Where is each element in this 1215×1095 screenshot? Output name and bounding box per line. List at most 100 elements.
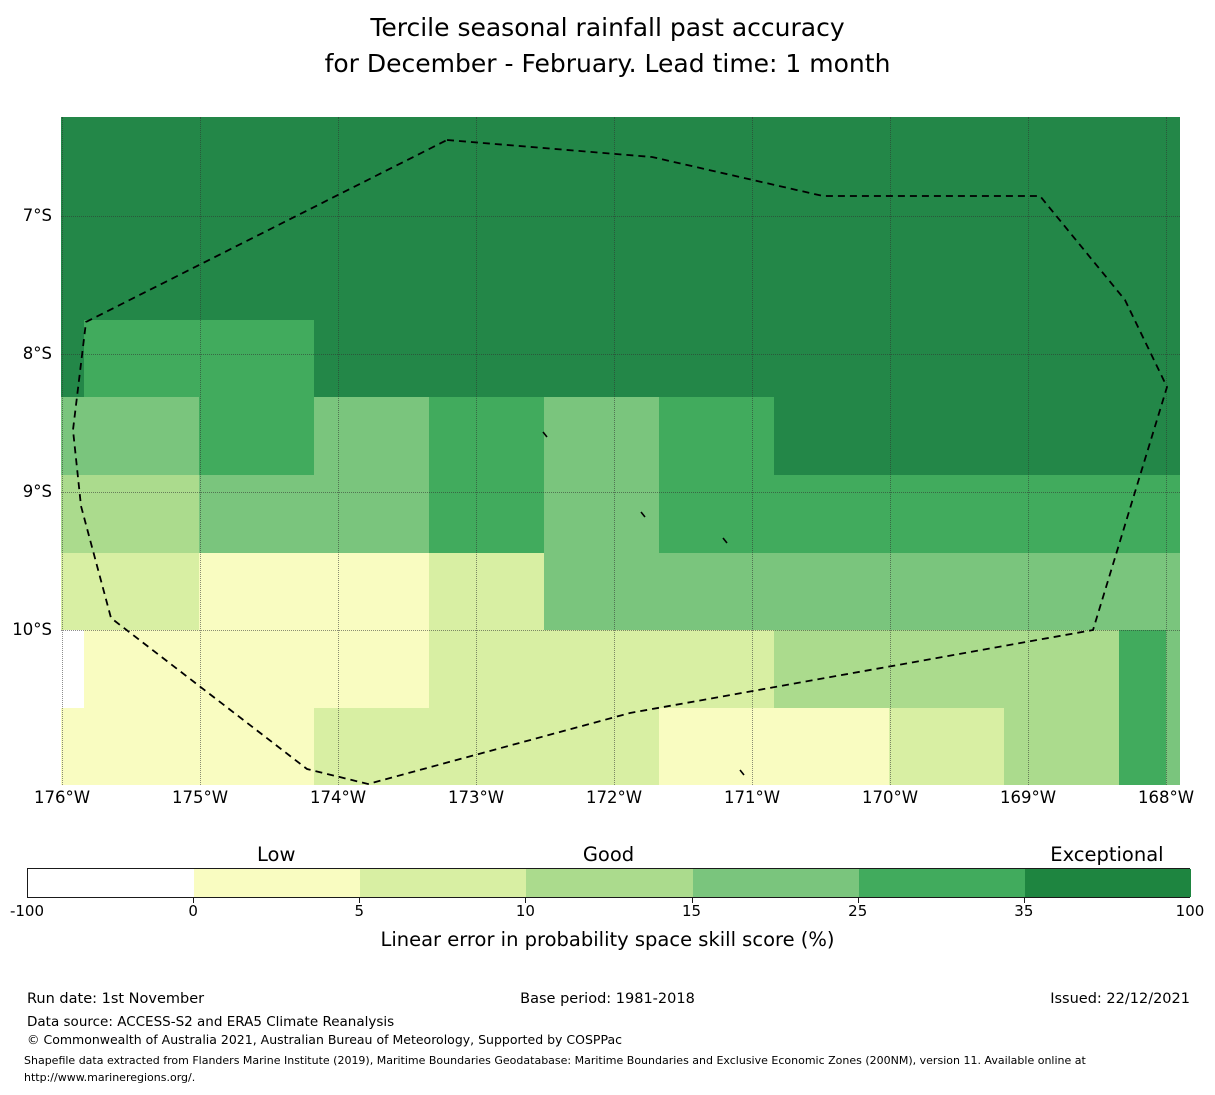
map-cell <box>199 320 314 397</box>
map-cell <box>84 242 199 320</box>
map-cell <box>314 242 429 320</box>
map-cell <box>84 708 199 785</box>
map-cell <box>774 164 889 242</box>
longitude-tick-label: 175°W <box>171 788 229 807</box>
map-cell <box>774 475 889 553</box>
island-outline-mark <box>739 769 745 776</box>
colorbar-segment <box>526 869 694 897</box>
colorbar-segment <box>692 869 860 897</box>
latitude-tick-label: 9°S <box>22 482 52 501</box>
colorbar <box>27 868 1192 898</box>
map-cell <box>544 164 659 242</box>
colorbar-tick-label: 25 <box>848 902 868 920</box>
map-cell <box>659 708 774 785</box>
map-cell <box>1004 475 1119 553</box>
map-cell <box>429 475 544 553</box>
colorbar-tick-label: -100 <box>9 902 45 920</box>
island-outline-mark <box>640 511 646 518</box>
map-cell <box>429 242 544 320</box>
map-cell <box>199 117 314 164</box>
colorbar-tick-mark <box>359 898 361 903</box>
map-cell <box>61 242 84 320</box>
map-cell <box>199 164 314 242</box>
map-cell <box>314 475 429 553</box>
colorbar-category-label: Exceptional <box>1050 843 1164 866</box>
map-cell <box>659 630 774 708</box>
latitude-tick-label: 10°S <box>12 620 52 639</box>
map-cell <box>199 708 314 785</box>
footer-base-period: Base period: 1981-2018 <box>520 991 695 1007</box>
map-cell <box>1119 242 1166 320</box>
map-cell <box>1119 397 1166 475</box>
map-cell <box>1166 475 1180 553</box>
map-cell <box>1166 553 1180 630</box>
map-cell <box>889 320 1004 397</box>
map-cell <box>1166 320 1180 397</box>
map-cell <box>429 397 544 475</box>
map-cell <box>61 708 84 785</box>
latitude-gridline <box>61 354 1180 355</box>
map-cell <box>314 164 429 242</box>
map-cell <box>774 117 889 164</box>
map-cell <box>199 630 314 708</box>
map-cell <box>659 164 774 242</box>
colorbar-tick-mark <box>1023 898 1025 903</box>
map-cell <box>1004 242 1119 320</box>
colorbar-segment <box>858 869 1026 897</box>
footer-run-date: Run date: 1st November <box>27 991 205 1007</box>
colorbar-tick-mark <box>691 898 693 903</box>
map-cell <box>659 242 774 320</box>
map-cell <box>774 708 889 785</box>
colorbar-category-label: Low <box>257 843 296 866</box>
map-cell <box>199 475 314 553</box>
map-cell <box>314 630 429 708</box>
island-outline-mark <box>722 537 728 544</box>
map-cell <box>61 397 84 475</box>
colorbar-tick-mark <box>525 898 527 903</box>
map-cell <box>314 117 429 164</box>
footer-shapefile-note: Shapefile data extracted from Flanders M… <box>24 1054 1086 1085</box>
map-cell <box>84 320 199 397</box>
colorbar-segment <box>360 869 527 897</box>
map-cell <box>889 164 1004 242</box>
footer-data-source: Data source: ACCESS-S2 and ERA5 Climate … <box>27 1014 395 1030</box>
longitude-gridline <box>338 117 339 785</box>
longitude-tick-label: 174°W <box>309 788 367 807</box>
map-cell <box>1166 397 1180 475</box>
map-cell <box>429 708 544 785</box>
longitude-tick-label: 168°W <box>1137 788 1195 807</box>
map-cell <box>889 475 1004 553</box>
colorbar-tick-mark <box>857 898 859 903</box>
colorbar-segment <box>194 869 361 897</box>
longitude-tick-label: 173°W <box>447 788 505 807</box>
colorbar-tick-label: 35 <box>1014 902 1034 920</box>
map-cell <box>1119 553 1166 630</box>
map-cell <box>1004 553 1119 630</box>
map-cell <box>774 242 889 320</box>
longitude-gridline <box>752 117 753 785</box>
longitude-gridline <box>1028 117 1029 785</box>
map-cell <box>61 475 84 553</box>
map-cell <box>774 630 889 708</box>
map-cell <box>544 708 659 785</box>
longitude-tick-label: 169°W <box>999 788 1057 807</box>
map-cell <box>61 320 84 397</box>
map-cell <box>544 397 659 475</box>
map-cell <box>544 553 659 630</box>
map-cell <box>774 397 889 475</box>
island-outline-mark <box>542 431 548 438</box>
map-cell <box>774 320 889 397</box>
colorbar-tick-label: 100 <box>1175 902 1205 920</box>
map-cell <box>544 242 659 320</box>
map-cell <box>84 630 199 708</box>
map-cell <box>314 320 429 397</box>
map-cell <box>314 397 429 475</box>
longitude-gridline <box>62 117 63 785</box>
map-cell <box>1166 242 1180 320</box>
map-cell <box>84 475 199 553</box>
map-cell <box>889 708 1004 785</box>
longitude-tick-label: 172°W <box>585 788 643 807</box>
map-cell <box>889 553 1004 630</box>
longitude-gridline <box>476 117 477 785</box>
